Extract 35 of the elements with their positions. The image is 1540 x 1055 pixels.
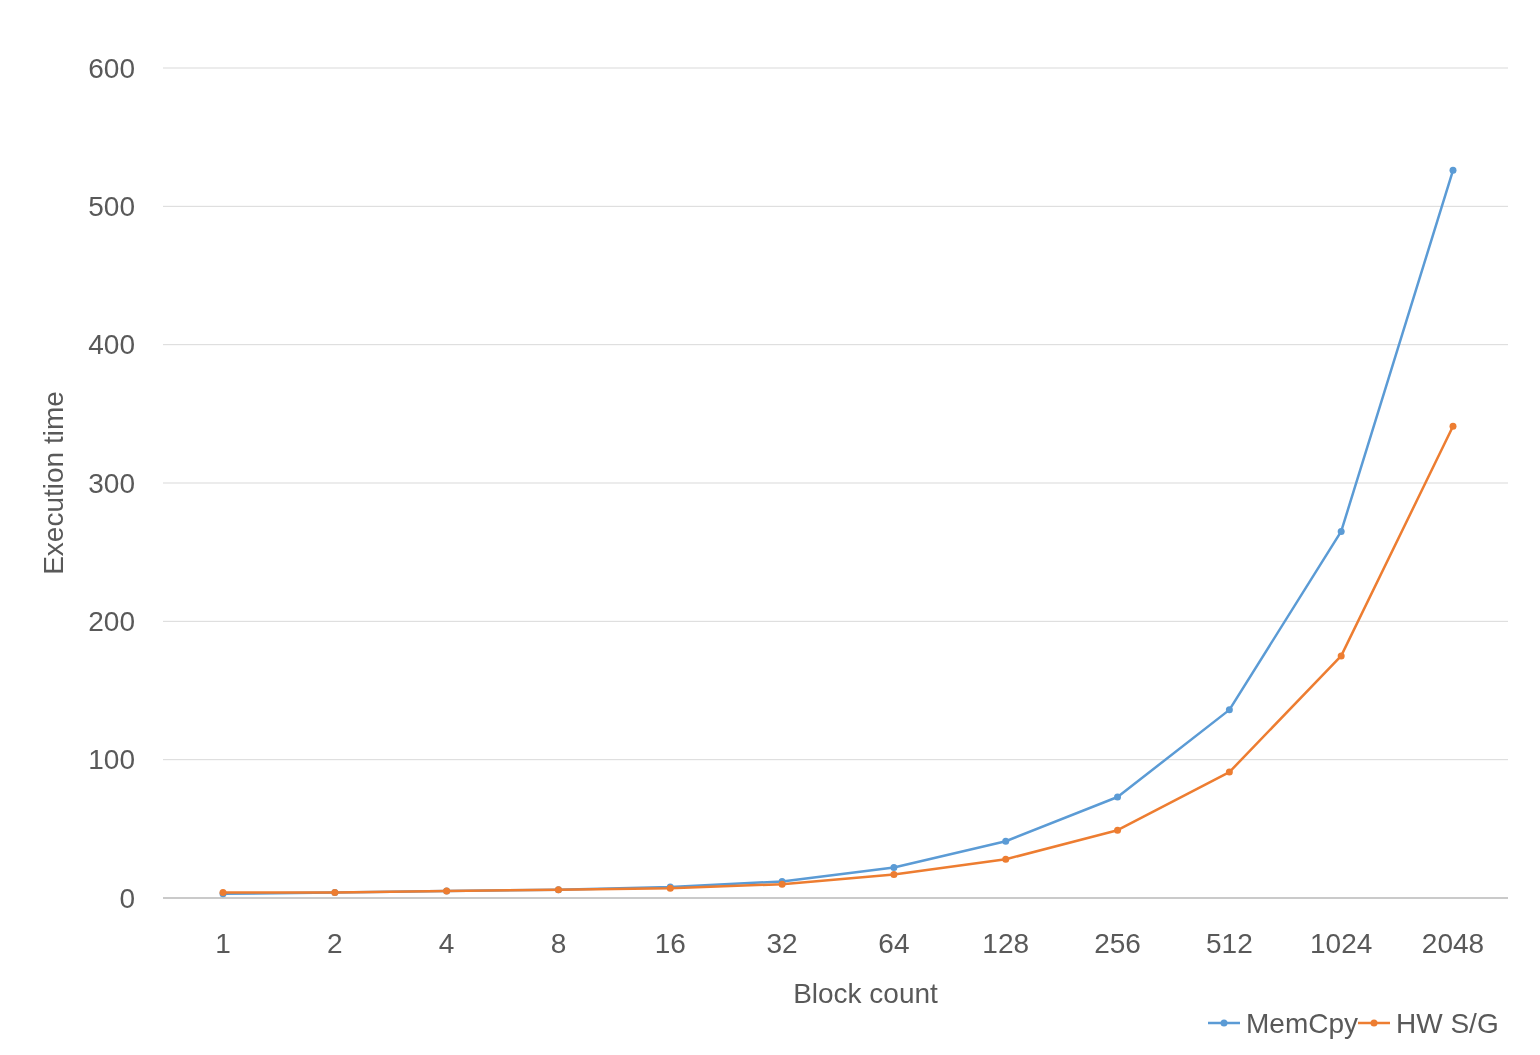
point — [1337, 527, 1345, 535]
x-tick-label: 64 — [878, 928, 910, 959]
point — [1449, 166, 1457, 174]
point — [1225, 768, 1233, 776]
y-tick-label: 300 — [88, 467, 135, 499]
x-tick-label: 4 — [438, 928, 455, 959]
x-tick-label: 2 — [327, 928, 343, 959]
legend-label: HW S/G — [1396, 1007, 1499, 1039]
point — [1225, 706, 1233, 714]
x-tick-label: 32 — [766, 928, 798, 959]
point — [1002, 837, 1010, 845]
y-tick-label: 500 — [88, 191, 135, 223]
x-tick-label: 2048 — [1421, 928, 1485, 959]
y-tick-label: 600 — [88, 52, 135, 84]
x-tick-label: 1024 — [1310, 928, 1373, 959]
y-tick-label: 0 — [119, 882, 135, 914]
y-tick-label: 200 — [88, 606, 135, 638]
x-axis-title: Block count — [793, 978, 939, 1009]
x-tick-label: 16 — [654, 928, 686, 959]
x-tick-label: 512 — [1206, 928, 1253, 959]
y-tick-label: 100 — [88, 744, 135, 776]
point — [890, 870, 898, 878]
point — [1337, 652, 1345, 660]
x-tick-label: 1 — [215, 928, 231, 959]
point — [1114, 793, 1122, 801]
point — [1449, 422, 1457, 430]
legend-label: MemCpy — [1246, 1007, 1359, 1039]
y-axis-title: Execution time — [38, 391, 69, 575]
x-tick-label: 256 — [1094, 928, 1141, 959]
x-tick-label: 8 — [550, 928, 567, 959]
point — [890, 864, 898, 872]
y-tick-label: 400 — [88, 329, 135, 361]
point — [1002, 855, 1010, 863]
point — [1114, 826, 1122, 834]
x-tick-label: 128 — [982, 928, 1030, 959]
